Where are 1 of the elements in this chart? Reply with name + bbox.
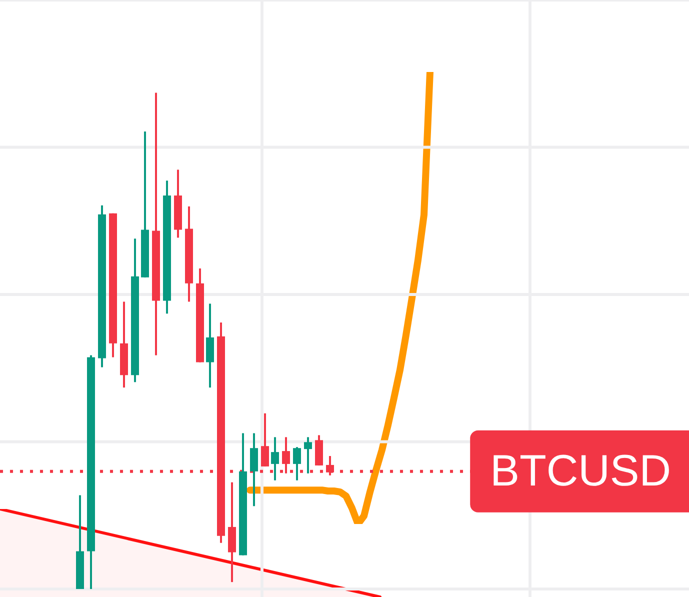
- ref-line-label: BTCUSD: [490, 446, 672, 496]
